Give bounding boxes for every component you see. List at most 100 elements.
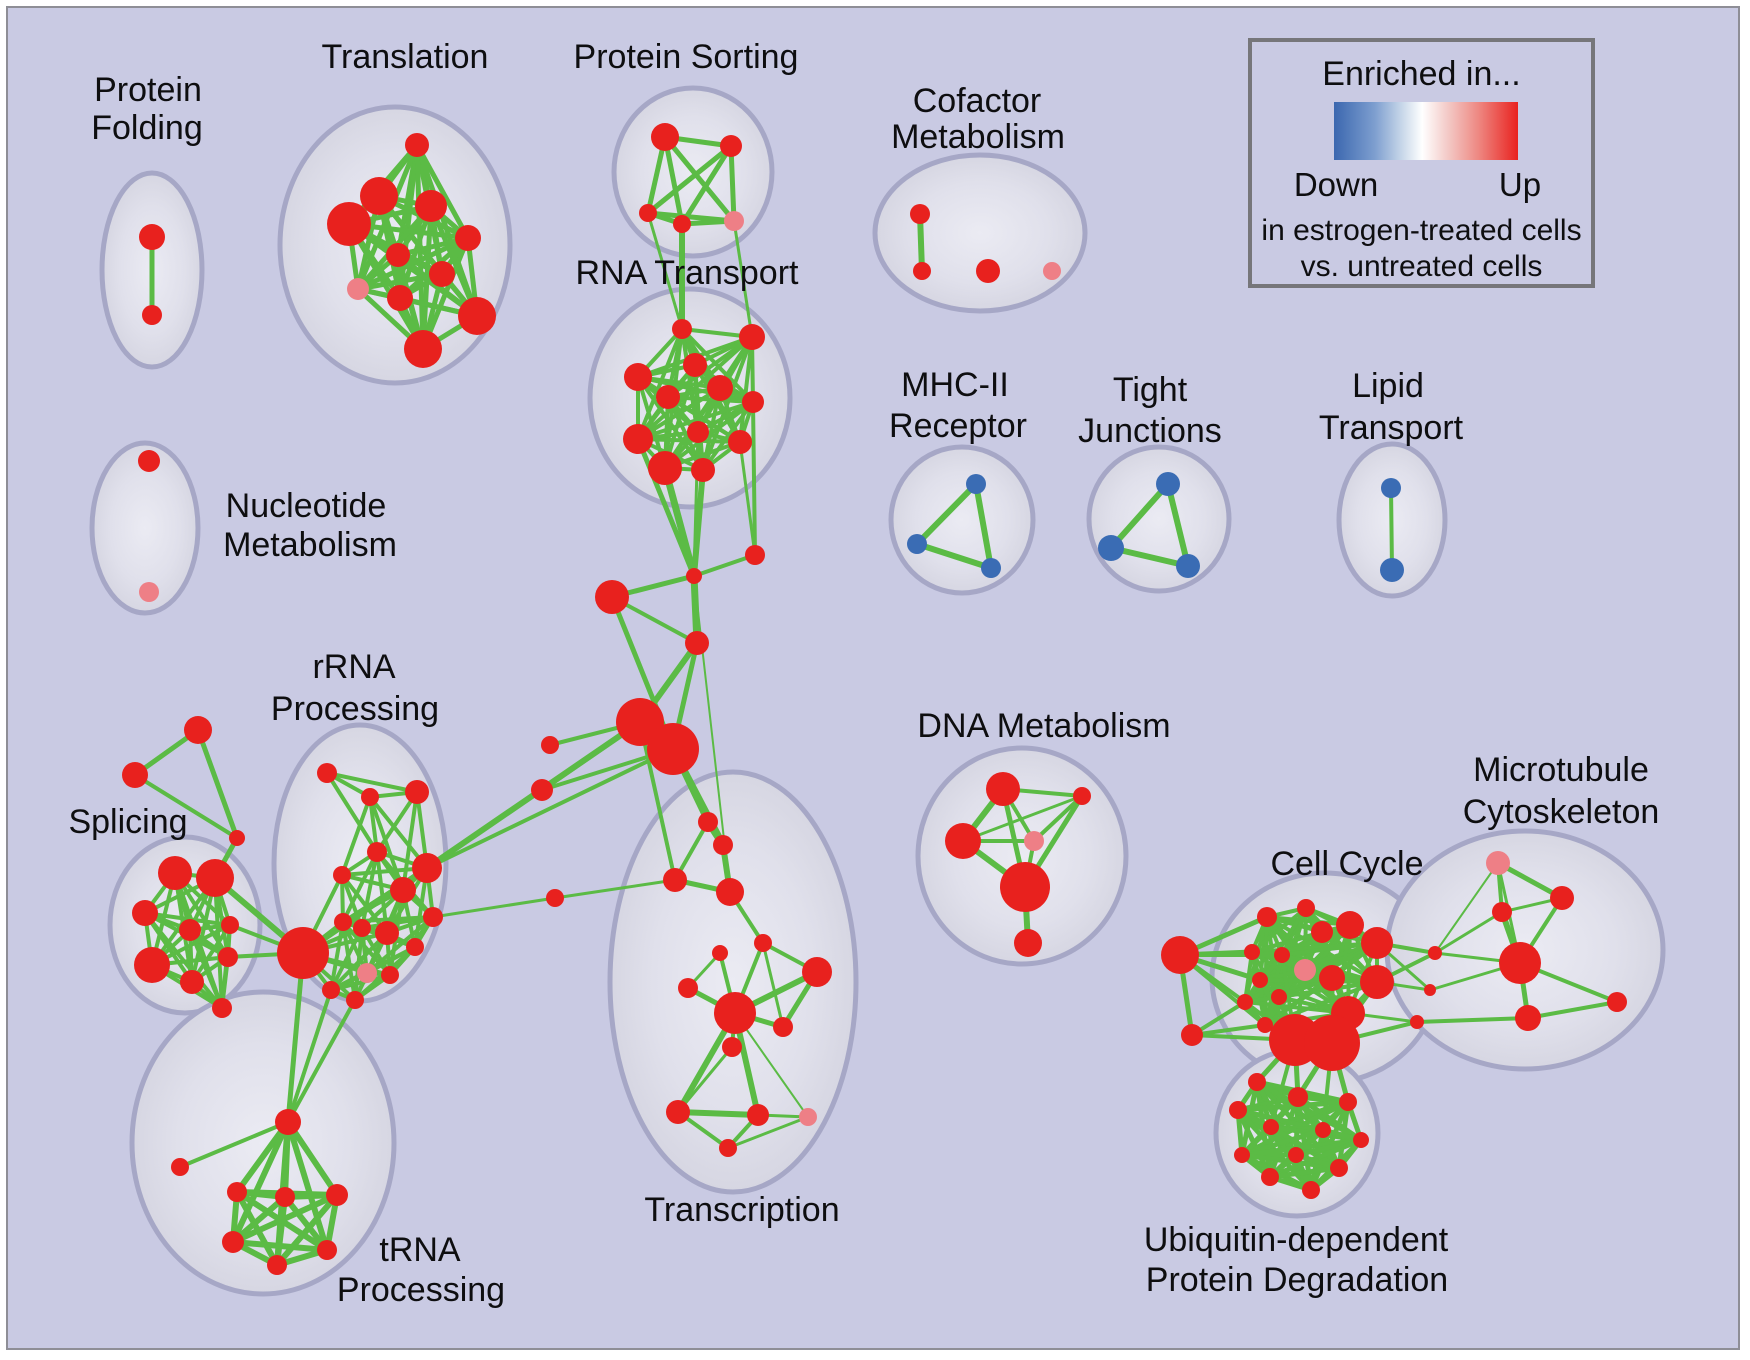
gene-set-node-tl6 [429,261,455,287]
gene-set-node-rt5 [656,385,680,409]
edge [274,1192,340,1268]
gene-set-node-mh0 [966,474,986,494]
gene-set-node-c2 [595,580,629,614]
gene-set-node-t13 [799,1108,817,1126]
edge [1415,1016,1530,1024]
edge [645,143,734,216]
edge [662,134,685,227]
gene-set-node-k3 [1297,899,1315,917]
gene-set-node-ps4 [724,211,744,231]
edge [751,400,757,557]
gene-set-node-x0 [184,716,212,744]
legend-title: Enriched in... [1322,55,1521,93]
gene-set-node-k11 [1252,972,1268,988]
gene-set-node-dm0 [986,772,1020,806]
edge [300,719,643,956]
gene-set-node-t2 [663,868,687,892]
gene-set-node-cm0 [910,204,930,224]
gene-set-node-r9 [375,921,399,945]
gene-set-node-r10 [277,927,329,979]
cluster-label-nucleotide-metabolism: Metabolism [223,526,397,564]
edge [414,142,471,241]
gene-set-node-tr7 [267,1255,287,1275]
gene-set-node-tr1 [171,1158,189,1176]
cluster-label-ubiquitin-dependent-protein-degradation: Protein Degradation [1146,1261,1448,1299]
edge [732,219,754,339]
edge [646,211,684,331]
gene-set-node-nm1 [139,582,159,602]
gene-set-node-tr2 [227,1182,247,1202]
edge [636,327,684,441]
edge [553,878,677,900]
gene-set-node-tl8 [387,285,413,311]
gene-set-node-t12 [747,1104,769,1126]
gene-set-node-rt0 [672,319,692,339]
edge [285,1119,340,1198]
gene-set-node-r16 [423,907,443,927]
cluster-label-protein-sorting: Protein Sorting [574,38,799,76]
edge [661,464,698,580]
gene-set-node-dm4 [1000,862,1050,912]
gene-set-node-t6 [802,957,832,987]
gene-set-node-rt10 [648,451,682,485]
gene-set-node-k1 [1181,1024,1203,1046]
gene-set-node-k2 [1257,907,1277,927]
gene-set-node-t14 [719,1139,737,1157]
edge [761,941,785,1029]
gene-set-node-t11 [666,1100,690,1124]
cluster-label-mhc-ii-receptor: Receptor [889,407,1027,445]
legend-caption-line2: vs. untreated cells [1300,250,1543,283]
gene-set-node-tl10 [404,330,442,368]
gene-set-node-ps1 [720,135,742,157]
edge [638,720,677,882]
cluster-label-trna-processing: Processing [337,1271,505,1309]
edge [340,795,372,877]
gene-set-node-k8 [1274,947,1290,963]
gene-set-node-dm2 [945,823,981,859]
edge [282,1194,330,1253]
gene-set-node-lt1 [1380,558,1404,582]
gene-set-node-s5 [134,947,170,983]
gene-set-node-k5 [1336,911,1364,939]
cluster-label-transcription: Transcription [644,1191,839,1229]
edge [1495,860,1565,901]
gene-set-node-c5 [647,723,699,775]
gene-set-node-tl4 [455,225,481,251]
gene-set-node-mh2 [981,558,1001,578]
gene-set-node-cm1 [913,262,931,280]
gene-set-node-t7 [678,978,698,998]
gene-set-node-u3 [1229,1101,1247,1119]
legend-down-label: Down [1293,166,1379,203]
gene-set-node-s2 [132,900,158,926]
edge [341,850,379,924]
edge [401,790,419,892]
gene-set-node-mh1 [907,534,927,554]
cluster-label-splicing: Splicing [68,803,187,841]
edge [1108,545,1191,569]
gene-set-node-cm3 [1043,262,1061,280]
gene-set-node-rt11 [691,458,715,482]
gene-set-node-u1 [1288,1087,1308,1107]
gene-set-node-pf1 [142,305,162,325]
gene-set-node-u0 [1248,1073,1266,1091]
gene-set-node-tl3 [327,202,371,246]
gene-set-node-k14 [1257,1017,1273,1033]
gene-set-node-r12 [322,981,340,999]
cluster-label-ubiquitin-dependent-protein-degradation: Ubiquitin-dependent [1144,1221,1449,1259]
edge [914,481,979,547]
gene-set-node-k9 [1294,959,1316,981]
edge [274,1194,288,1268]
gene-set-node-u4 [1263,1119,1279,1135]
cluster-label-cofactor-metabolism: Cofactor [913,82,1042,120]
gene-set-node-dm5 [1014,929,1042,957]
cluster-ellipse-mhc-ii-receptor [888,444,1036,596]
gene-set-node-tr6 [317,1240,337,1260]
gene-set-node-c1 [745,545,765,565]
gene-set-node-tl7 [347,278,369,300]
gene-set-node-tl0 [405,133,429,157]
gene-set-node-m1 [1550,886,1574,910]
gene-set-node-r7 [334,913,352,931]
gene-set-node-u6 [1353,1132,1369,1148]
gene-set-node-tr3 [275,1187,295,1207]
